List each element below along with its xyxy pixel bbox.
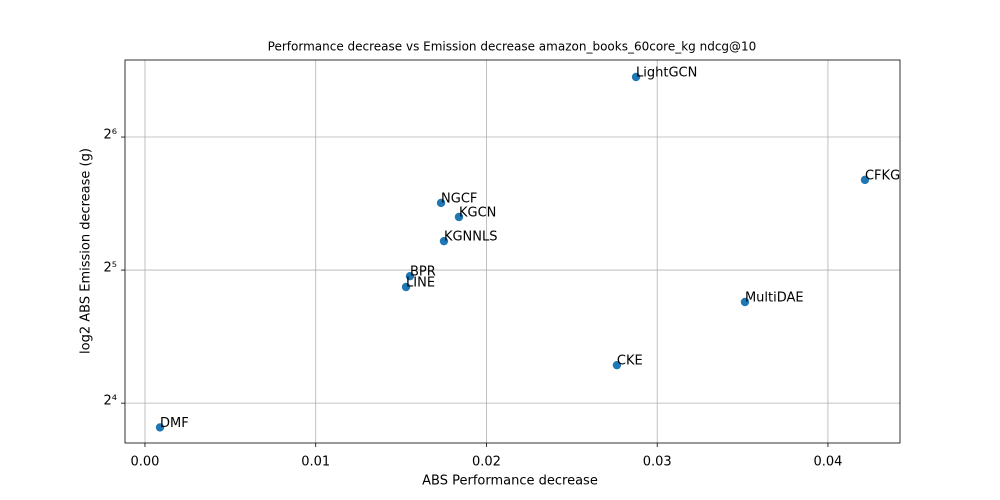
point-label: CFKG	[865, 168, 900, 183]
chart-title: Performance decrease vs Emission decreas…	[268, 40, 757, 54]
x-tick-label: 0.00	[131, 455, 160, 470]
point	[436, 198, 446, 208]
y-axis-label: log2 ABS Emission decrease (g)	[79, 148, 94, 354]
point-label: BPR	[410, 265, 436, 280]
x-tick-label: 0.02	[472, 455, 501, 470]
x-tick-label: 0.04	[813, 455, 842, 470]
point-label: CKE	[617, 354, 643, 369]
point-label: KGNNLS	[444, 230, 498, 245]
y-tick-label: 2⁶	[104, 128, 117, 143]
point-label: LightGCN	[636, 65, 697, 80]
point-label: KGCN	[459, 205, 496, 220]
point-label: DMF	[160, 416, 189, 431]
point	[860, 175, 870, 185]
y-tick-label: 2⁵	[104, 261, 117, 276]
x-tick-label: 0.03	[643, 455, 672, 470]
point	[439, 236, 449, 246]
point	[155, 423, 165, 432]
point	[401, 282, 411, 292]
point	[740, 297, 750, 307]
y-tick-label: 2⁴	[104, 394, 117, 409]
plot-frame	[124, 59, 901, 444]
point-label: NGCF	[441, 191, 477, 206]
point	[454, 212, 464, 222]
point-label: MultiDAE	[745, 290, 804, 305]
point	[631, 72, 641, 82]
point	[405, 271, 415, 281]
x-axis-label: ABS Performance decrease	[422, 474, 598, 489]
point	[612, 360, 622, 370]
x-tick-label: 0.01	[301, 455, 330, 470]
point-label: LINE	[406, 276, 435, 291]
